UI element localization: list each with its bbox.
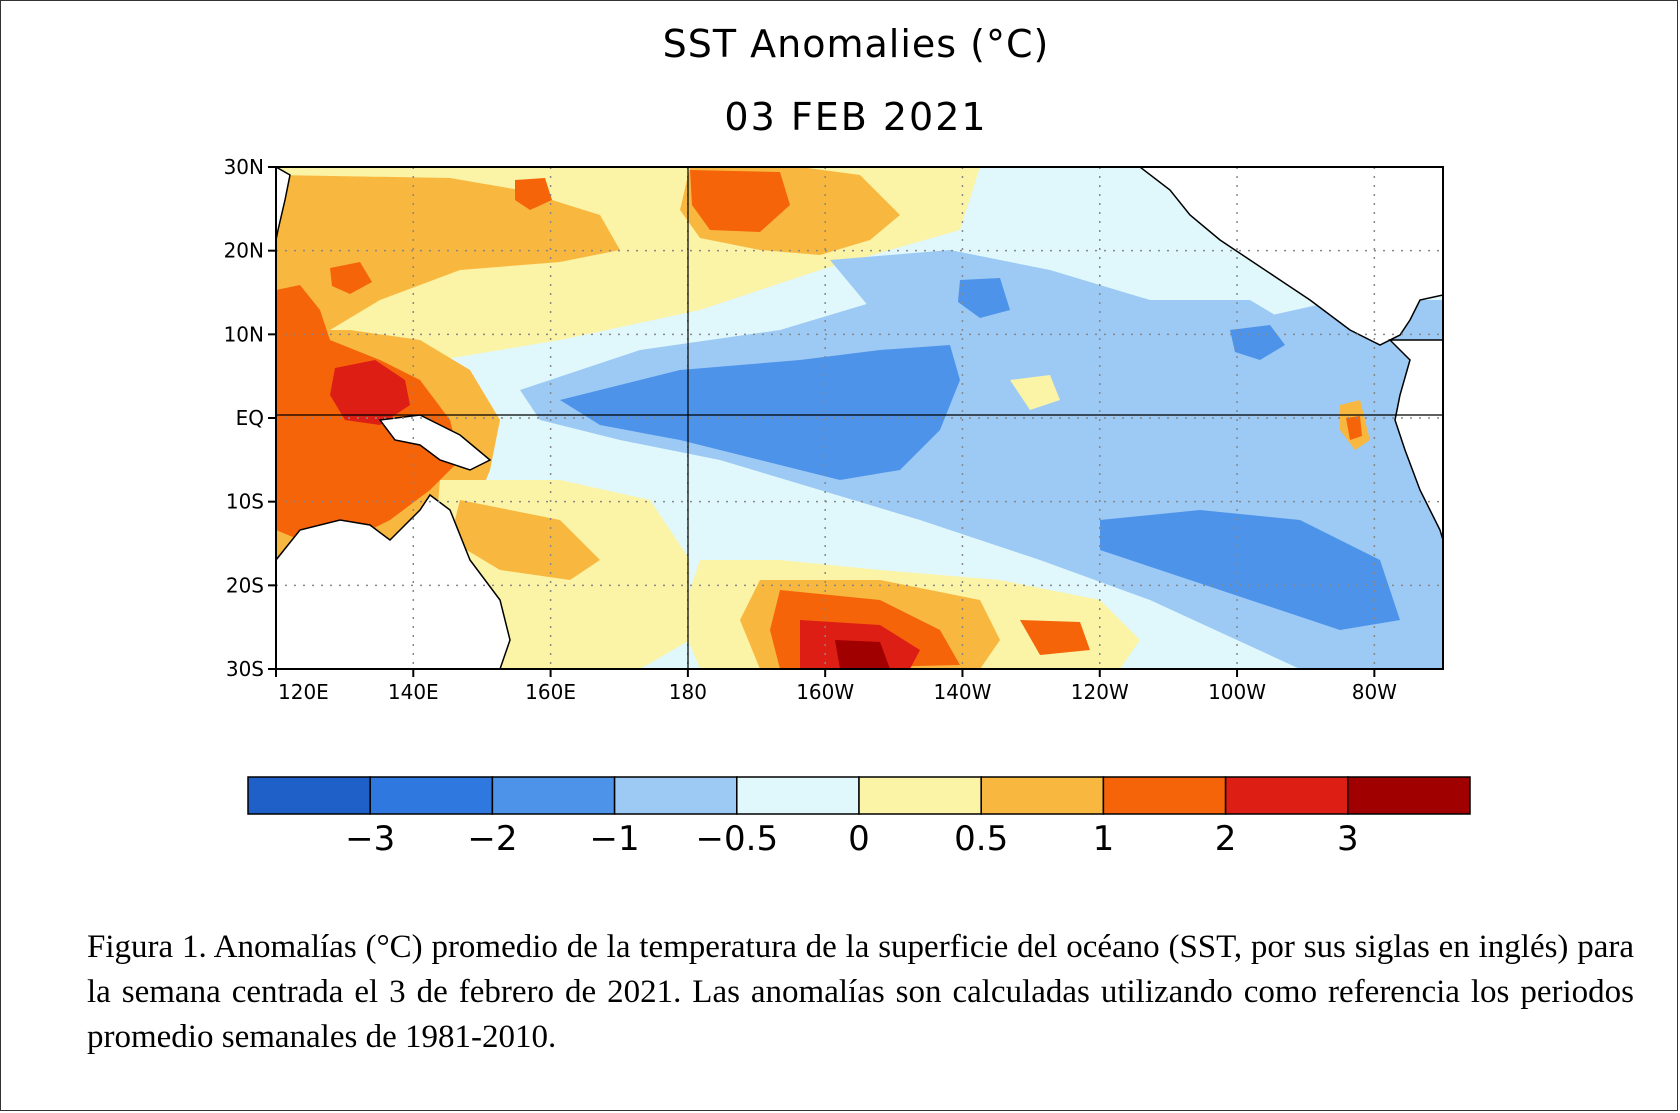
cold-tongue-mid (560, 345, 960, 480)
south-orange-blob (1020, 620, 1090, 655)
north-blue-core (958, 278, 1010, 318)
y-tick-label: 20S (226, 573, 264, 597)
colorbar-label: −3 (345, 819, 395, 859)
nw-orange-spot-2 (330, 262, 372, 294)
south-warm-darkred (835, 640, 890, 669)
southeast-blue-band (1100, 510, 1400, 630)
figure-caption: Figura 1. Anomalías (°C) promedio de la … (87, 929, 1634, 1055)
colorbar-label: 3 (1337, 819, 1359, 859)
colorbar-label: 0.5 (954, 819, 1008, 859)
colorbar-label: −0.5 (696, 819, 779, 859)
y-tick-label: 10S (226, 490, 264, 514)
land-new-guinea (378, 414, 492, 471)
x-tick-label: 180 (669, 680, 707, 704)
colorbar-label: −1 (590, 819, 640, 859)
land-australia (276, 493, 511, 669)
colorbar-swatch (1102, 776, 1227, 815)
northwest-orange (276, 175, 620, 340)
land-north-america (1138, 167, 1443, 346)
y-tick-label: 30N (224, 155, 264, 179)
west-warm-red (330, 360, 410, 425)
east-equator-red (1346, 416, 1362, 440)
colorbar-swatch (247, 776, 371, 815)
northeast-blue-core (1230, 325, 1285, 360)
land-south-america (1388, 339, 1443, 541)
land-asia (276, 167, 291, 241)
x-tick-label: 140W (933, 680, 991, 704)
colorbar-swatch (369, 776, 494, 815)
nw-orange-spot-1 (515, 178, 552, 210)
colorbar-swatch (613, 776, 738, 815)
chart-date: 03 FEB 2021 (724, 95, 988, 139)
x-tick-label: 140E (388, 680, 439, 704)
x-tick-label: 100W (1208, 680, 1266, 704)
east-pale-warm-1 (1010, 375, 1060, 410)
colorbar-label: 2 (1215, 819, 1237, 859)
colorbar: −3 −2 −1 −0.5 0 0.5 1 2 3 (247, 776, 1471, 859)
colorbar-swatch (736, 776, 860, 815)
colorbar-swatch (491, 776, 616, 815)
y-axis: 30N 20N 10N EQ 10S 20S 30S (224, 155, 276, 681)
colorbar-label: 1 (1093, 819, 1115, 859)
y-tick-label: 10N (224, 322, 264, 346)
x-tick-label: 160W (796, 680, 854, 704)
colorbar-label: −2 (467, 819, 517, 859)
colorbar-swatch (1347, 776, 1471, 815)
land (276, 167, 1443, 669)
x-axis: 120E 140E 160E 180 160W 140W 120W 100W 80W (275, 669, 1397, 704)
chart-title: SST Anomalies (°C) (662, 22, 1050, 66)
north-central-red (690, 170, 790, 232)
x-tick-label: 120E (278, 680, 329, 704)
colorbar-swatch (858, 776, 982, 815)
y-tick-label: EQ (236, 406, 264, 430)
x-tick-label: 80W (1352, 680, 1397, 704)
southwest-orange-band (450, 500, 600, 580)
colorbar-label: 0 (848, 819, 870, 859)
x-tick-label: 160E (525, 680, 576, 704)
y-tick-label: 20N (224, 239, 264, 263)
colorbar-swatch (1224, 776, 1349, 815)
gridlines (276, 167, 1443, 669)
y-tick-label: 30S (226, 657, 264, 681)
colorbar-swatch (980, 776, 1105, 815)
north-blue-band (830, 250, 1300, 350)
x-tick-label: 120W (1071, 680, 1129, 704)
